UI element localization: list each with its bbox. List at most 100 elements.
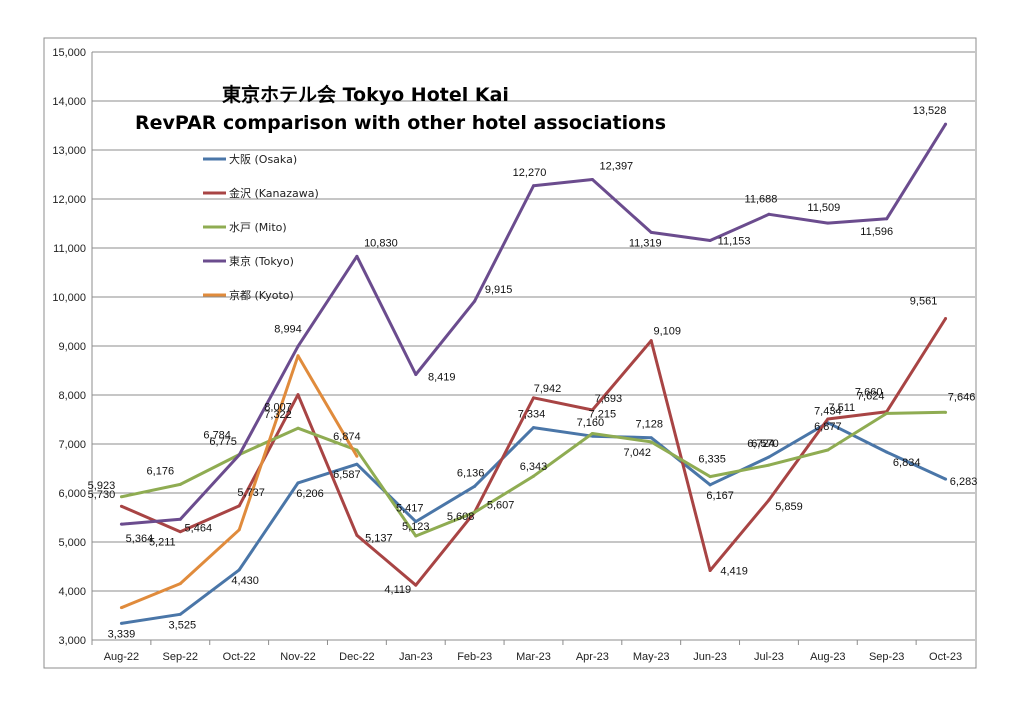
data-label: 9,561	[910, 296, 938, 308]
y-tick-label: 7,000	[58, 439, 86, 451]
data-point	[355, 448, 359, 452]
data-label: 3,525	[169, 619, 197, 631]
y-axis-ticks: 3,000 4,000 5,000 6,000 7,000 8,000 9,000 10,00…	[52, 47, 86, 647]
data-point	[355, 454, 359, 458]
data-point	[355, 533, 359, 537]
data-label: 7,942	[534, 383, 562, 395]
data-point	[532, 184, 535, 188]
data-label: 5,737	[237, 487, 265, 499]
x-tick-label: Oct-23	[929, 651, 962, 663]
data-label: 12,270	[513, 167, 547, 179]
data-point	[178, 612, 182, 616]
data-label: 5,211	[149, 537, 176, 549]
data-point	[649, 339, 653, 343]
y-tick-label: 8,000	[58, 390, 86, 402]
data-label: 6,877	[814, 421, 842, 433]
data-label: 11,153	[718, 236, 751, 248]
y-tick-label: 11,000	[53, 243, 86, 255]
data-label: 9,109	[653, 326, 681, 338]
data-label: 5,730	[88, 489, 116, 501]
data-point	[826, 448, 830, 452]
data-label: 7,042	[623, 447, 651, 459]
data-point	[473, 299, 477, 303]
y-tick-label: 6,000	[58, 488, 86, 500]
data-point	[885, 450, 889, 454]
data-point	[178, 530, 182, 534]
data-point	[767, 455, 771, 459]
data-point	[767, 212, 771, 216]
data-point	[355, 254, 359, 258]
legend-label: 京都 (Kyoto)	[229, 288, 294, 302]
data-point	[296, 344, 300, 348]
data-point	[885, 217, 889, 221]
x-tick-label: Nov-22	[280, 651, 315, 663]
data-point	[296, 481, 300, 485]
x-tick-label: Apr-23	[576, 651, 609, 663]
data-point	[708, 568, 712, 572]
data-point	[237, 453, 241, 457]
data-point	[178, 517, 182, 521]
data-label: 5,137	[365, 532, 393, 544]
data-label: 6,176	[147, 465, 175, 477]
data-label: 11,596	[860, 226, 893, 238]
data-point	[826, 417, 830, 421]
data-point	[885, 411, 889, 415]
data-point	[944, 477, 948, 481]
data-label: 12,397	[600, 161, 634, 173]
y-tick-label: 3,000	[58, 635, 86, 647]
y-tick-label: 9,000	[58, 341, 86, 353]
data-point	[414, 534, 418, 538]
data-label: 10,830	[364, 237, 398, 249]
data-label: 7,660	[855, 387, 883, 399]
data-point	[414, 372, 418, 376]
data-label: 5,417	[396, 503, 424, 515]
y-tick-label: 14,000	[52, 96, 86, 108]
data-point	[532, 396, 535, 400]
x-tick-label: Aug-22	[104, 651, 139, 663]
x-tick-label: Jul-23	[754, 651, 784, 663]
data-label: 6,136	[457, 467, 485, 479]
data-label: 7,693	[595, 393, 623, 405]
data-label: 9,915	[485, 284, 513, 296]
legend-label: 東京 (Tokyo)	[229, 254, 294, 268]
data-label: 6,874	[333, 431, 361, 443]
data-labels: 3,339 3,525 4,430 6,206 6,587 5,417 6,136 7,334…	[88, 105, 978, 640]
y-tick-label: 13,000	[52, 145, 86, 157]
x-tick-label: May-23	[633, 651, 670, 663]
y-tick-label: 4,000	[58, 586, 86, 598]
data-point	[119, 522, 123, 526]
gridlines	[91, 51, 975, 641]
data-point	[119, 504, 123, 508]
data-label: 7,215	[589, 408, 617, 420]
x-tick-label: Oct-22	[223, 651, 256, 663]
data-point	[119, 606, 123, 610]
data-point	[532, 426, 535, 430]
data-point	[296, 393, 300, 397]
data-point	[944, 410, 948, 414]
data-label: 7,646	[948, 391, 976, 403]
data-point	[178, 482, 182, 486]
data-label: 7,322	[264, 409, 292, 421]
legend-label: 水戸 (Mito)	[229, 221, 287, 234]
data-point	[590, 408, 594, 412]
data-point	[944, 317, 948, 321]
legend-label: 金沢 (Kanazawa)	[229, 186, 319, 200]
data-label: 7,160	[577, 417, 605, 429]
chart-title: 東京ホテル会 Tokyo Hotel Kai	[222, 83, 509, 106]
data-point	[473, 510, 477, 514]
data-point	[708, 483, 712, 487]
data-point	[296, 354, 300, 358]
data-label: 5,859	[775, 501, 803, 513]
y-tick-label: 15,000	[52, 47, 86, 59]
y-tick-label: 5,000	[58, 537, 86, 549]
data-label: 7,334	[518, 409, 546, 421]
data-label: 6,283	[950, 476, 978, 488]
data-point	[767, 498, 771, 502]
data-point	[826, 221, 830, 225]
data-point	[178, 582, 182, 586]
data-label: 13,528	[913, 105, 947, 117]
data-point	[708, 475, 712, 479]
data-label: 6,587	[333, 469, 361, 481]
data-label: 11,509	[807, 202, 840, 214]
